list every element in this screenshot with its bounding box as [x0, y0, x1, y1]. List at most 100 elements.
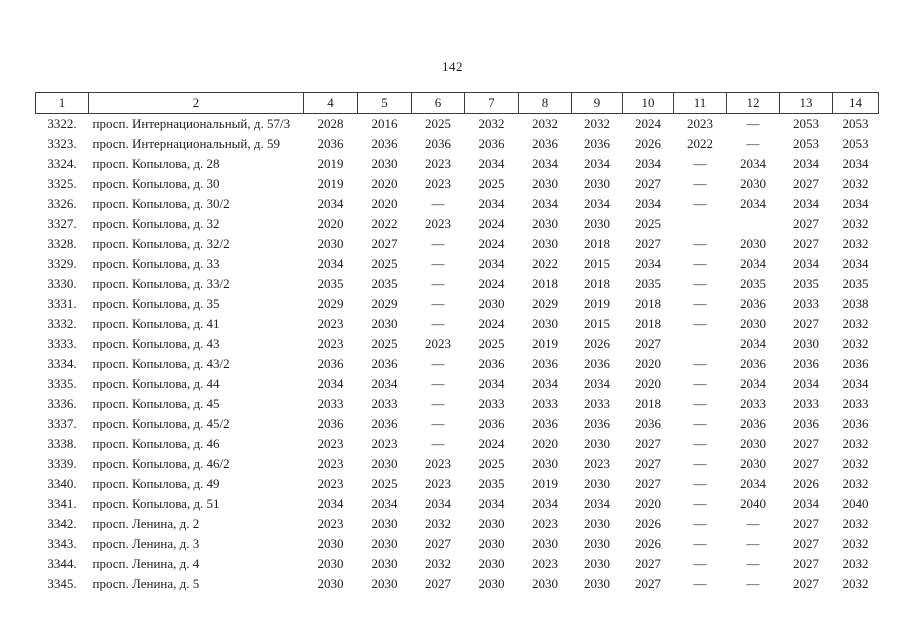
year-cell: 2030	[532, 316, 558, 331]
year-cell: 2030	[532, 236, 558, 251]
address-cell: просп. Копылова, д. 51	[92, 496, 220, 511]
address-cell: просп. Копылова, д. 43	[92, 336, 220, 351]
year-cell: 2027	[793, 176, 819, 191]
year-cell: —	[693, 296, 707, 311]
year-cell: 2027	[371, 236, 398, 251]
year-cell: 2035	[635, 276, 661, 291]
year-cell: 2034	[842, 196, 869, 211]
year-cell: 2036	[371, 136, 398, 151]
year-cell: 2026	[793, 476, 819, 491]
column-header: 12	[726, 92, 780, 114]
year-cell: 2036	[478, 356, 505, 371]
year-cell: 2027	[635, 436, 661, 451]
table-row: 3334. просп. Копылова, д. 43/2 2036 2036 — 20…	[36, 354, 879, 374]
column-header: 14	[832, 92, 879, 114]
year-cell: 2034	[635, 156, 661, 171]
year-cell: —	[693, 176, 707, 191]
year-cell: 2036	[317, 136, 344, 151]
year-cell: 2020	[635, 496, 661, 511]
year-cell: 2030	[371, 556, 398, 571]
table-row: 3333. просп. Копылова, д. 43 2023 2025 2023 2…	[36, 334, 879, 354]
year-cell: 2027	[793, 436, 819, 451]
address-cell: просп. Копылова, д. 30	[92, 176, 220, 191]
year-cell: 2032	[842, 556, 869, 571]
year-cell: 2025	[635, 216, 661, 231]
year-cell: 2027	[635, 456, 661, 471]
table-row: 3330. просп. Копылова, д. 33/2 2035 2035 — 20…	[36, 274, 879, 294]
table-row: 3341. просп. Копылова, д. 51 2034 2034 2034 2…	[36, 494, 879, 514]
year-cell: 2026	[584, 336, 610, 351]
address-cell: просп. Копылова, д. 49	[92, 476, 220, 491]
year-cell: 2020	[635, 356, 661, 371]
year-cell: 2027	[793, 236, 819, 251]
year-cell: 2027	[425, 536, 451, 551]
year-cell: —	[693, 436, 707, 451]
year-cell: 2025	[425, 116, 451, 131]
year-cell: 2030	[584, 216, 610, 231]
year-cell: 2023	[317, 456, 344, 471]
year-cell: 2032	[842, 316, 869, 331]
year-cell: 2036	[793, 356, 819, 371]
column-header: 9	[571, 92, 623, 114]
year-cell: 2026	[635, 136, 661, 151]
year-cell: 2030	[478, 536, 505, 551]
year-cell: 2032	[842, 436, 869, 451]
year-cell: 2027	[635, 236, 661, 251]
year-cell: 2019	[317, 156, 344, 171]
address-cell: просп. Копылова, д. 33/2	[92, 276, 230, 291]
year-cell: 2015	[584, 316, 610, 331]
table-row: 3335. просп. Копылова, д. 44 2034 2034 — 2034…	[36, 374, 879, 394]
year-cell: 2030	[584, 516, 610, 531]
row-number-cell: 3330.	[47, 276, 77, 291]
year-cell: 2030	[478, 516, 505, 531]
year-cell: 2036	[478, 136, 505, 151]
year-cell: 2025	[371, 476, 398, 491]
table-row: 3322. просп. Интернациональный, д. 57/3 20…	[36, 114, 879, 135]
year-cell: —	[693, 496, 707, 511]
row-number-cell: 3327.	[47, 216, 77, 231]
year-cell: 2036	[740, 356, 766, 371]
year-cell: 2030	[532, 576, 558, 591]
year-cell: 2034	[478, 376, 505, 391]
year-cell: 2029	[371, 296, 398, 311]
year-cell: 2027	[635, 176, 661, 191]
row-number-cell: 3345.	[47, 576, 77, 591]
year-cell: 2024	[478, 316, 505, 331]
table-row: 3327. просп. Копылова, д. 32 2020 2022 2023 2…	[36, 214, 879, 234]
table-row: 3340. просп. Копылова, д. 49 2023 2025 2023 2…	[36, 474, 879, 494]
row-number-cell: 3324.	[47, 156, 77, 171]
address-cell: просп. Копылова, д. 35	[92, 296, 220, 311]
table-row: 3326. просп. Копылова, д. 30/2 2034 2020 — 20…	[36, 194, 879, 214]
year-cell: —	[431, 396, 445, 411]
row-number-cell: 3329.	[47, 256, 77, 271]
row-number-cell: 3339.	[47, 456, 77, 471]
year-cell: —	[746, 136, 760, 151]
year-cell: 2023	[532, 516, 558, 531]
column-header: 5	[357, 92, 412, 114]
year-cell: 2036	[371, 416, 398, 431]
year-cell: —	[746, 576, 760, 591]
year-cell: 2030	[532, 536, 558, 551]
year-cell: —	[693, 576, 707, 591]
year-cell: 2027	[793, 576, 819, 591]
table-row: 3343. просп. Ленина, д. 3 2030 2030 2027 2030…	[36, 534, 879, 554]
address-cell: просп. Копылова, д. 33	[92, 256, 220, 271]
year-cell: 2034	[584, 496, 610, 511]
year-cell: 2032	[584, 116, 610, 131]
year-cell: 2034	[532, 496, 558, 511]
year-cell: 2035	[793, 276, 819, 291]
year-cell: 2024	[478, 216, 505, 231]
year-cell: 2038	[842, 296, 869, 311]
row-number-cell: 3331.	[47, 296, 77, 311]
year-cell: 2022	[532, 256, 558, 271]
table-row: 3324. просп. Копылова, д. 28 2019 2030 2023 2…	[36, 154, 879, 174]
year-cell: 2025	[478, 176, 505, 191]
address-cell: просп. Копылова, д. 46/2	[92, 456, 230, 471]
row-number-cell: 3335.	[47, 376, 77, 391]
year-cell: 2033	[532, 396, 558, 411]
year-cell: 2019	[532, 336, 558, 351]
year-cell: 2027	[635, 476, 661, 491]
table-header-row: 1 2 4 5 6 7 8 9 10 11 12 13 14	[35, 92, 879, 114]
year-cell: 2030	[584, 556, 610, 571]
year-cell: 2036	[532, 356, 558, 371]
